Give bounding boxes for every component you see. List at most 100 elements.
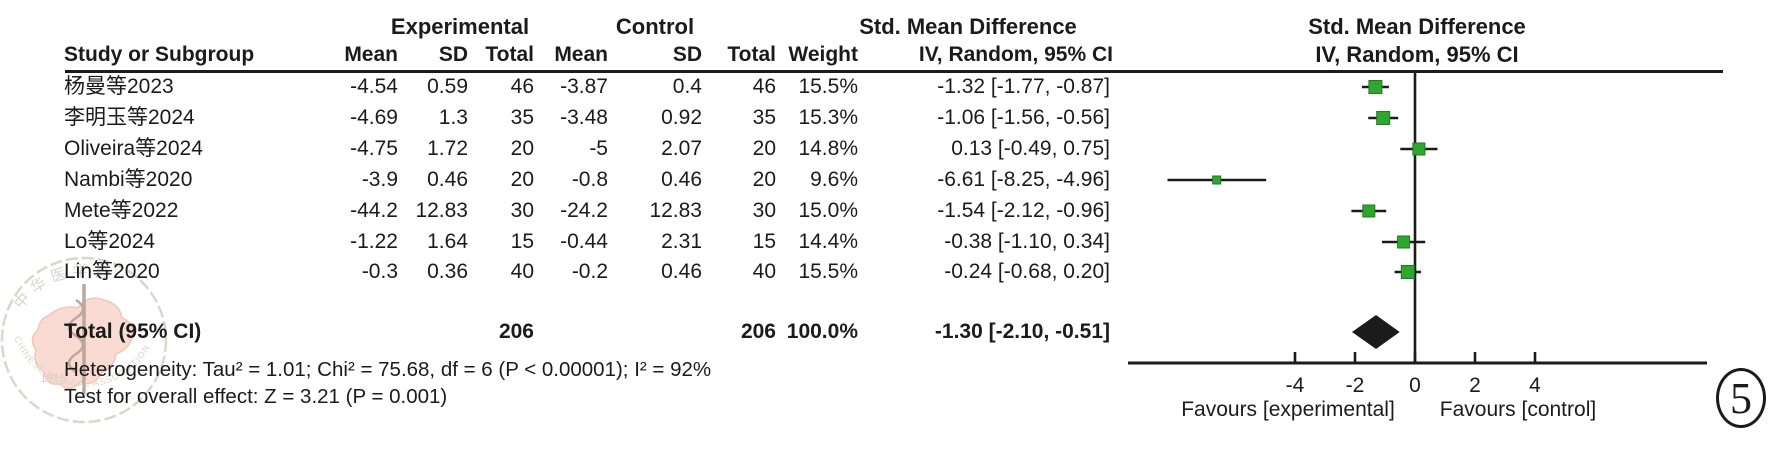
ctl-sd-cell: 0.92 [661,106,702,129]
axis-label-favours-experimental: Favours [experimental] [1181,398,1395,421]
ctl-sd-cell: 2.07 [661,137,702,160]
forest-plot-canvas: -4 -2 0 2 4 Favours [experimental] Favours [… [1128,73,1707,421]
exp-mean-cell: -3.9 [361,168,398,191]
ctl-mean-cell: -0.2 [571,260,608,283]
watermark-ring [0,256,168,424]
table-row: Mete等2022 -44.2 12.83 30 -24.2 12.83 30 … [0,198,1130,224]
ctl-total-cell: 40 [752,260,776,283]
exp-sd-cell: 12.83 [415,199,468,222]
study-name: 李明玉等2024 [64,106,195,129]
table-row: Oliveira等2024 -4.75 1.72 20 -5 2.07 20 1… [0,136,1130,162]
ctl-total-cell: 35 [752,106,776,129]
study-name: Lo等2024 [64,230,156,253]
table-row: Lin等2020 -0.3 0.36 40 -0.2 0.46 40 15.5%… [0,259,1130,285]
exp-sd-cell: 0.59 [427,75,468,98]
col-header-exp-sd: SD [438,43,468,66]
study-marker [1362,204,1376,218]
study-marker [1376,111,1391,125]
exp-sd-cell: 1.64 [427,230,468,253]
group-header-control: Control [615,14,695,39]
ctl-total-cell: 15 [752,230,776,253]
axis-label-favours-control: Favours [control] [1440,398,1596,421]
ctl-mean-cell: -3.48 [560,106,608,129]
study-name: Oliveira等2024 [64,137,203,160]
exp-total-cell: 30 [510,199,534,222]
total-ci: -1.30 [-2.10, -0.51] [934,320,1110,343]
col-header-exp-total: Total [485,43,534,66]
col-header-ctl-mean: Mean [554,43,608,66]
exp-mean-cell: -4.75 [350,137,398,160]
exp-sd-cell: 0.46 [427,168,468,191]
col-header-ctl-total: Total [727,43,776,66]
ctl-sd-cell: 0.46 [661,168,702,191]
ctl-total-cell: 30 [752,199,776,222]
col-header-study: Study or Subgroup [64,43,255,66]
ctl-mean-cell: -0.8 [571,168,608,191]
heterogeneity-text: Heterogeneity: Tau² = 1.01; Chi² = 75.68… [64,358,712,381]
ci-cell: -1.32 [-1.77, -0.87] [937,75,1110,98]
axis-tick-label: 4 [1529,374,1541,397]
ctl-mean-cell: -24.2 [560,199,608,222]
ci-cell: -6.61 [-8.25, -4.96] [937,168,1110,191]
plot-subtitle: IV, Random, 95% CI [1315,42,1519,67]
exp-sd-cell: 1.3 [438,106,468,129]
ci-cell: 0.13 [-0.49, 0.75] [951,137,1110,160]
exp-mean-cell: -1.22 [350,230,398,253]
watermark-year: 1915 [40,371,67,385]
plot-title: Std. Mean Difference [1308,14,1526,39]
ci-cell: -1.06 [-1.56, -0.56] [937,106,1110,129]
overall-effect-text: Test for overall effect: Z = 3.21 (P = 0… [64,385,448,408]
ci-cell: -1.54 [-2.12, -0.96] [937,199,1110,222]
watermark-snake [67,298,85,374]
ci-cell: -0.24 [-0.68, 0.20] [944,260,1110,283]
cma-watermark-logo: 1915 中华医学会 CHINESE MEDICAL ASSOCIATION [0,256,168,424]
column-header-row: Study or Subgroup Mean SD Total Mean SD … [0,42,1130,68]
exp-sd-cell: 0.36 [427,260,468,283]
study-name: 杨曼等2023 [64,75,174,98]
weight-cell: 9.6% [810,168,858,191]
ctl-total-cell: 20 [752,137,776,160]
ctl-total-cell: 20 [752,168,776,191]
exp-mean-cell: -0.3 [361,260,398,283]
weight-cell: 14.8% [798,137,858,160]
total-ctl-total: 206 [740,320,776,343]
total-label: Total (95% CI) [64,320,202,343]
ctl-sd-cell: 0.4 [672,75,702,98]
table-row: 李明玉等2024 -4.69 1.3 35 -3.48 0.92 35 15.3… [0,105,1130,131]
ci-cell: -0.38 [-1.10, 0.34] [944,230,1110,253]
axis-tick-label: -2 [1346,374,1365,397]
total-weight: 100.0% [786,320,858,343]
figure-number: 5 [1730,373,1752,423]
ctl-mean-cell: -3.87 [560,75,608,98]
exp-total-cell: 20 [510,168,534,191]
exp-mean-cell: -4.54 [350,75,398,98]
study-name: Lin等2020 [64,260,160,283]
axis-tick-label: -4 [1286,374,1305,397]
exp-total-cell: 35 [510,106,534,129]
exp-total-cell: 46 [510,75,534,98]
col-header-ctl-sd: SD [672,43,702,66]
table-row: Nambi等2020 -3.9 0.46 20 -0.8 0.46 20 9.6… [0,167,1130,193]
study-marker [1212,175,1222,185]
ctl-sd-cell: 2.31 [661,230,702,253]
weight-cell: 15.5% [798,75,858,98]
weight-cell: 15.5% [798,260,858,283]
exp-sd-cell: 1.72 [427,137,468,160]
col-header-exp-mean: Mean [344,43,398,66]
exp-mean-cell: -4.69 [350,106,398,129]
study-marker [1400,265,1415,279]
weight-cell: 15.0% [798,199,858,222]
axis-tick-label: 0 [1409,374,1421,397]
study-name: Nambi等2020 [64,168,193,191]
exp-total-cell: 40 [510,260,534,283]
study-name: Mete等2022 [64,199,179,222]
total-exp-total: 206 [498,320,534,343]
col-header-weight: Weight [788,43,858,66]
axis-tick-label: 2 [1469,374,1481,397]
weight-cell: 15.3% [798,106,858,129]
ctl-mean-cell: -5 [589,137,608,160]
total-diamond [1352,315,1400,349]
exp-mean-cell: -44.2 [350,199,398,222]
ctl-sd-cell: 0.46 [661,260,702,283]
